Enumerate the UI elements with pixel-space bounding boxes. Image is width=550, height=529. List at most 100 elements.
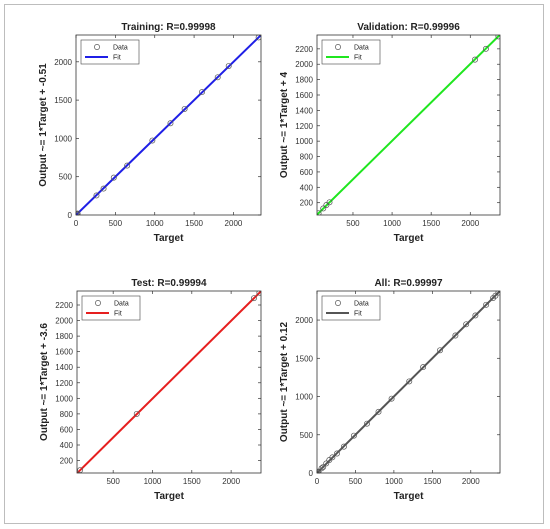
y-tick-label: 600 — [60, 425, 74, 434]
y-tick-label: 1000 — [295, 393, 313, 402]
legend: Data Fit — [81, 295, 141, 321]
data-point — [167, 120, 174, 127]
x-tick-label: 1000 — [146, 219, 164, 228]
y-tick-label: 2000 — [295, 60, 313, 69]
data-point — [437, 347, 443, 354]
subplot-2: Validation: R=0.99996 Target Output ~= 1*T… — [279, 22, 501, 244]
legend-box — [321, 295, 381, 321]
y-tick-label: 1800 — [295, 76, 313, 85]
fit-line — [77, 291, 261, 473]
y-tick-label: 1800 — [55, 332, 73, 341]
y-tick-label: 1400 — [55, 363, 73, 372]
y-tick-label: 500 — [300, 431, 314, 440]
data-point — [318, 465, 325, 472]
legend-data-label: Data — [354, 45, 369, 52]
data-point — [76, 210, 81, 215]
y-tick-label: 1000 — [55, 394, 73, 403]
x-tick-label: 1500 — [183, 477, 201, 486]
x-tick-label: 1500 — [422, 219, 440, 228]
data-point — [214, 74, 221, 81]
x-tick-label: 1000 — [385, 477, 403, 486]
data-point — [329, 454, 336, 461]
x-tick-label: 2000 — [222, 477, 240, 486]
x-tick-label: 500 — [346, 219, 360, 228]
y-tick-label: 2200 — [55, 301, 73, 310]
data-point — [320, 205, 327, 212]
subplot-1: Training: R=0.99998 Target Output ~= 1*Tar… — [38, 22, 262, 244]
data-point — [110, 174, 117, 181]
data-point — [317, 469, 321, 473]
plot-content — [77, 291, 261, 473]
legend: Data Fit — [321, 39, 381, 65]
legend: Data Fit — [321, 295, 381, 321]
x-tick-label: 1000 — [383, 219, 401, 228]
x-tick-label: 2000 — [462, 477, 480, 486]
data-point — [364, 420, 370, 427]
legend-box — [81, 295, 141, 321]
chart-title: Test: R=0.99994 — [131, 278, 207, 289]
legend-data-label: Data — [114, 301, 129, 308]
x-tick-label: 2000 — [225, 219, 243, 228]
y-tick-label: 1500 — [54, 96, 72, 105]
fit-line — [317, 35, 500, 215]
data-point — [199, 89, 205, 96]
x-tick-label: 2000 — [461, 219, 479, 228]
data-point — [406, 378, 413, 385]
y-axis-label: Output ~= 1*Target + 0.12 — [279, 322, 290, 443]
y-tick-label: 400 — [300, 183, 314, 192]
fit-line — [317, 291, 500, 473]
legend-fit-label: Fit — [354, 55, 362, 62]
data-point — [452, 332, 459, 339]
x-axis-label: Target — [394, 491, 424, 502]
y-tick-label: 1000 — [54, 134, 72, 143]
data-point — [334, 450, 340, 457]
y-tick-label: 1600 — [295, 91, 313, 100]
data-point — [472, 56, 478, 63]
chart-title: All: R=0.99997 — [374, 278, 443, 289]
y-tick-label: 2200 — [295, 45, 313, 54]
legend-fit-label: Fit — [114, 311, 122, 318]
data-point — [133, 410, 140, 417]
legend-data-marker — [335, 44, 341, 50]
y-tick-label: 2000 — [295, 316, 313, 325]
legend-data-marker — [95, 300, 101, 306]
y-tick-label: 2000 — [54, 58, 72, 67]
data-point — [317, 210, 322, 215]
x-tick-label: 500 — [106, 477, 120, 486]
data-point — [250, 295, 257, 302]
data-point — [495, 35, 500, 40]
x-axis-label: Target — [394, 233, 424, 244]
y-tick-label: 800 — [300, 153, 314, 162]
data-point — [93, 192, 100, 199]
y-tick-label: 2000 — [55, 317, 73, 326]
legend-data-marker — [335, 300, 341, 306]
y-tick-label: 0 — [309, 469, 314, 478]
y-tick-label: 1500 — [295, 354, 313, 363]
data-point — [375, 408, 382, 415]
subplot-4: All: R=0.99997 Target Output ~= 1*Target +… — [279, 278, 501, 502]
data-point — [181, 105, 188, 112]
data-point — [149, 137, 156, 144]
y-tick-label: 1600 — [55, 348, 73, 357]
data-point — [420, 364, 427, 371]
y-axis-label: Output ~= 1*Target + -3.6 — [39, 323, 50, 441]
data-point — [388, 395, 395, 402]
subplot-3: Test: R=0.99994 Target Output ~= 1*Target … — [39, 278, 262, 502]
chart-title: Validation: R=0.99996 — [357, 22, 460, 33]
data-point — [495, 291, 500, 296]
y-tick-label: 600 — [300, 168, 314, 177]
data-point — [350, 432, 357, 439]
y-tick-label: 800 — [60, 410, 74, 419]
legend-box — [321, 39, 381, 65]
plot-content — [76, 35, 261, 215]
y-axis-label: Output ~= 1*Target + -0.51 — [38, 63, 49, 187]
legend: Data Fit — [80, 39, 140, 65]
x-axis-label: Target — [154, 491, 184, 502]
y-tick-label: 1000 — [295, 137, 313, 146]
data-point — [256, 291, 261, 296]
data-point — [483, 301, 490, 308]
legend-data-label: Data — [113, 45, 128, 52]
x-tick-label: 1500 — [423, 477, 441, 486]
data-point — [472, 312, 479, 319]
y-tick-label: 200 — [300, 199, 314, 208]
